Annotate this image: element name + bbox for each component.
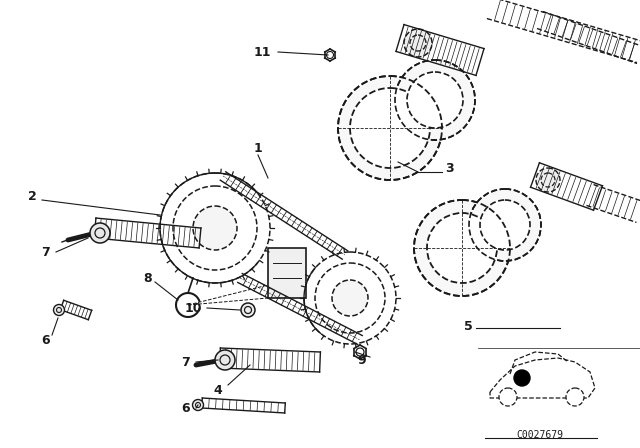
- Text: 7: 7: [182, 356, 190, 369]
- Text: 6: 6: [42, 333, 51, 346]
- Circle shape: [469, 189, 541, 261]
- Bar: [268, 248, 306, 298]
- Text: 8: 8: [144, 271, 152, 284]
- Circle shape: [332, 280, 368, 316]
- Circle shape: [326, 52, 333, 59]
- Circle shape: [356, 348, 364, 356]
- Circle shape: [193, 206, 237, 250]
- Circle shape: [193, 400, 204, 410]
- Circle shape: [566, 388, 584, 406]
- Circle shape: [427, 213, 497, 283]
- Text: 3: 3: [445, 161, 454, 175]
- Circle shape: [90, 223, 110, 243]
- Text: 4: 4: [214, 383, 222, 396]
- Circle shape: [480, 200, 530, 250]
- Circle shape: [395, 60, 475, 140]
- Circle shape: [404, 29, 432, 57]
- Text: 9: 9: [358, 353, 366, 366]
- Circle shape: [514, 370, 530, 386]
- Circle shape: [536, 168, 560, 192]
- Circle shape: [499, 388, 517, 406]
- Circle shape: [414, 200, 510, 296]
- Text: 2: 2: [28, 190, 36, 202]
- Text: 10: 10: [184, 302, 202, 314]
- Text: 5: 5: [463, 319, 472, 332]
- Text: 11: 11: [253, 46, 271, 59]
- Text: 1: 1: [253, 142, 262, 155]
- Circle shape: [407, 72, 463, 128]
- Text: 7: 7: [42, 246, 51, 258]
- Circle shape: [54, 305, 65, 315]
- Text: C0027679: C0027679: [516, 430, 563, 440]
- Circle shape: [215, 350, 235, 370]
- Text: 6: 6: [182, 401, 190, 414]
- Circle shape: [338, 76, 442, 180]
- Circle shape: [350, 88, 430, 168]
- Circle shape: [241, 303, 255, 317]
